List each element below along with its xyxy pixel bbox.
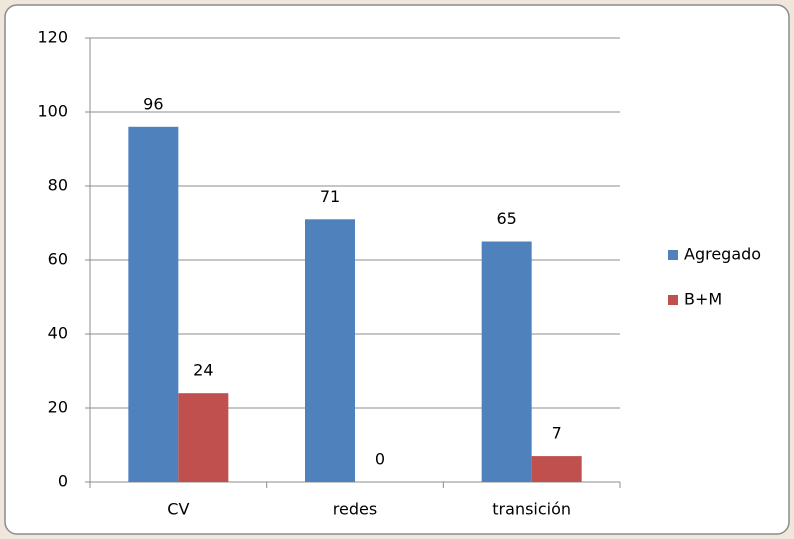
y-tick-label: 120	[37, 28, 68, 47]
y-tick-label: 40	[48, 324, 68, 343]
y-tick-label: 100	[37, 102, 68, 121]
bar	[481, 241, 532, 482]
data-label: 65	[496, 209, 516, 228]
bar	[178, 393, 229, 482]
data-label: 71	[320, 187, 340, 206]
y-tick-label: 60	[48, 250, 68, 269]
data-label: 7	[552, 424, 562, 443]
legend-label: Agregado	[684, 245, 761, 264]
data-label: 0	[375, 450, 385, 469]
bar	[128, 126, 179, 483]
data-label: 96	[143, 94, 163, 113]
y-tick-label: 20	[48, 398, 68, 417]
legend-swatch	[668, 250, 678, 260]
bar	[305, 219, 355, 483]
legend-label: B+M	[684, 290, 722, 309]
x-tick-label: CV	[167, 500, 189, 519]
chart-panel	[4, 4, 790, 535]
x-tick-label: redes	[333, 500, 377, 519]
x-tick-label: transición	[492, 500, 571, 519]
bar	[531, 456, 582, 482]
y-tick-label: 0	[58, 472, 68, 491]
legend-swatch	[668, 295, 678, 305]
y-tick-label: 80	[48, 176, 68, 195]
data-label: 24	[193, 361, 213, 380]
